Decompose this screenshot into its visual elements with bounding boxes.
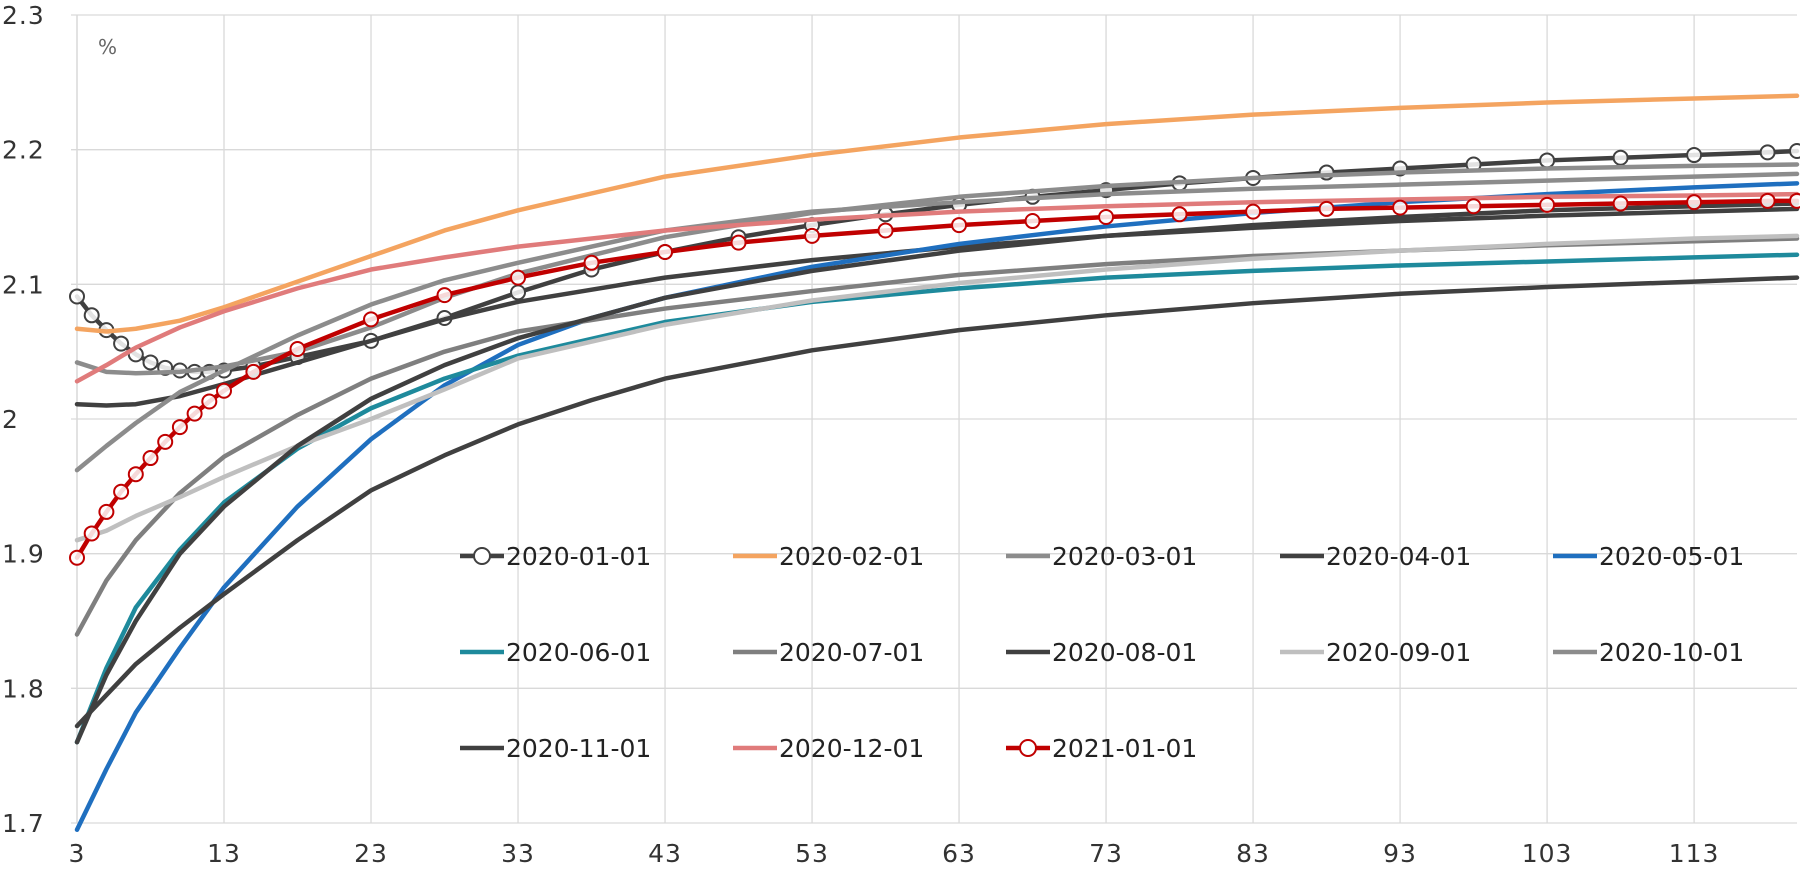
series-point-2021-01-01: [83, 525, 100, 542]
series-line-2020-06-01: [74, 252, 1800, 745]
series-line-2020-07-01: [74, 236, 1800, 637]
series-point-2020-01-01: [1686, 147, 1703, 164]
series-point-2021-01-01: [1686, 194, 1703, 211]
series-point-2021-01-01: [1539, 196, 1556, 213]
series-point-2021-01-01: [1789, 192, 1800, 209]
y-tick-label: 1.8: [2, 674, 45, 703]
series-point-2021-01-01: [951, 217, 968, 234]
series-point-2021-01-01: [1098, 209, 1115, 225]
legend-label: 2020-01-01: [506, 542, 651, 571]
series-line-2020-12-01: [74, 191, 1800, 384]
series-point-2021-01-01: [1171, 206, 1188, 223]
series-point-2021-01-01: [127, 466, 144, 483]
series-point-2020-01-01: [113, 335, 130, 352]
series-point-2021-01-01: [245, 363, 262, 380]
x-tick-label: 53: [795, 839, 829, 868]
series-point-2020-01-01: [1759, 144, 1776, 161]
series-point-2021-01-01: [657, 244, 674, 261]
legend-label: 2020-08-01: [1052, 638, 1197, 667]
series-point-2021-01-01: [216, 382, 233, 399]
legend-label: 2020-11-01: [506, 734, 651, 763]
x-tick-label: 63: [942, 839, 976, 868]
series-point-2020-01-01: [1612, 149, 1629, 166]
series-point-2021-01-01: [1612, 195, 1629, 212]
legend-label: 2020-06-01: [506, 638, 651, 667]
x-tick-label: 113: [1669, 839, 1720, 868]
series-point-2020-01-01: [142, 354, 159, 371]
legend-label: 2020-05-01: [1599, 542, 1744, 571]
series-line-2020-09-01: [74, 233, 1800, 543]
legend-label: 2020-09-01: [1326, 638, 1471, 667]
x-tick-label: 93: [1383, 839, 1417, 868]
x-tick-label: 83: [1236, 839, 1270, 868]
grid: [71, 14, 1797, 824]
legend-marker: [1019, 739, 1037, 757]
y-tick-label: 1.9: [2, 540, 45, 569]
x-tick-label: 33: [501, 839, 535, 868]
series-point-2021-01-01: [157, 433, 174, 450]
series-point-2020-01-01: [69, 288, 85, 305]
series-point-2021-01-01: [98, 503, 115, 520]
legend-label: 2020-10-01: [1599, 638, 1744, 667]
series-point-2021-01-01: [1318, 200, 1335, 217]
series-point-2021-01-01: [142, 450, 159, 467]
x-tick-label: 3: [69, 839, 86, 868]
series-point-2021-01-01: [1024, 213, 1041, 230]
series-line-2020-08-01: [74, 275, 1800, 729]
x-tick-label: 73: [1089, 839, 1123, 868]
series-point-2020-01-01: [1539, 152, 1556, 169]
series-point-2020-01-01: [510, 284, 527, 301]
y-tick-label: 2.3: [2, 1, 45, 30]
y-tick-label: 2.1: [2, 270, 45, 299]
series-point-2021-01-01: [363, 311, 380, 328]
series-point-2021-01-01: [583, 254, 600, 271]
legend-label: 2020-07-01: [779, 638, 924, 667]
legend-label: 2021-01-01: [1052, 734, 1197, 763]
series-line-2021-01-01: [74, 198, 1800, 560]
series-point-2021-01-01: [289, 340, 306, 357]
x-tick-label: 13: [207, 839, 241, 868]
y-tick-label: 2: [2, 405, 19, 434]
legend-label: 2020-12-01: [779, 734, 924, 763]
series-point-2021-01-01: [1465, 198, 1482, 215]
series-point-2020-01-01: [83, 307, 100, 324]
series-point-2021-01-01: [171, 419, 188, 436]
legend: 2020-01-01 2020-02-01 2020-03-01 2020-04-01…: [460, 542, 1744, 763]
unit-label: %: [98, 35, 117, 59]
series-point-2021-01-01: [201, 393, 218, 410]
x-tick-label: 23: [354, 839, 388, 868]
series-line-2020-02-01: [74, 93, 1800, 334]
legend-label: 2020-04-01: [1326, 542, 1471, 571]
y-tick-label: 2.2: [2, 136, 45, 165]
y-tick-label: 1.7: [2, 809, 45, 838]
series-line-2020-10-01: [74, 171, 1800, 473]
x-tick-label: 103: [1522, 839, 1573, 868]
x-tick-label: 43: [648, 839, 682, 868]
series-point-2021-01-01: [436, 287, 453, 304]
series-point-2021-01-01: [113, 483, 130, 500]
legend-marker: [473, 547, 491, 565]
series-point-2021-01-01: [730, 234, 747, 251]
axes: 1.7 1.8 1.9 2 2.1 2.2 2.3 3 13 23 33 43 53 63 73 83 93 10…: [2, 1, 1720, 868]
series-line-2020-11-01: [74, 201, 1800, 745]
series-point-2021-01-01: [69, 549, 85, 566]
series-point-2020-01-01: [1789, 143, 1800, 160]
series-point-2021-01-01: [1759, 192, 1776, 209]
series-line-2020-04-01: [74, 206, 1800, 408]
series-point-2021-01-01: [186, 405, 203, 422]
series-point-2021-01-01: [1392, 199, 1409, 216]
series-point-2021-01-01: [510, 269, 527, 286]
series-point-2021-01-01: [1245, 203, 1262, 220]
legend-label: 2020-02-01: [779, 542, 924, 571]
legend-label: 2020-03-01: [1052, 542, 1197, 571]
series-point-2021-01-01: [877, 222, 894, 239]
series-lines: [69, 93, 1800, 832]
series-point-2021-01-01: [804, 227, 821, 244]
